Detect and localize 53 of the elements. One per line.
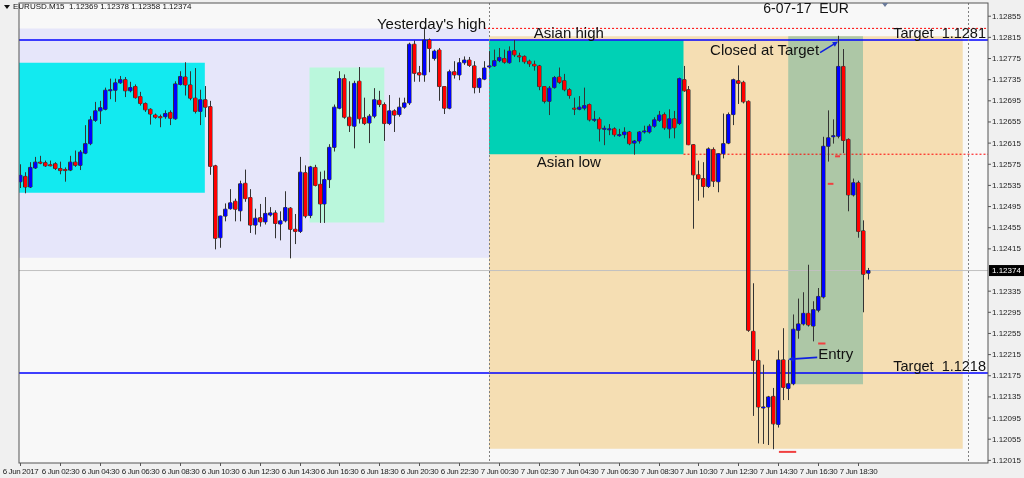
y-tick-label: 1.12815 xyxy=(992,32,1022,42)
y-tick-label: 1.12255 xyxy=(992,328,1022,338)
annotation: Yesterday's high xyxy=(376,15,487,33)
x-tick-label: 6 Jun 06:30 xyxy=(121,467,161,476)
x-tick-label: 7 Jun 00:30 xyxy=(480,467,520,476)
ref-line-label: Target 1.1218 xyxy=(893,358,986,375)
y-tick-label: 1.12455 xyxy=(992,223,1022,233)
x-tick-label: 6 Jun 10:30 xyxy=(201,467,241,476)
y-tick-label: 1.12735 xyxy=(992,75,1022,85)
annotation: Entry xyxy=(818,345,854,363)
x-tick-label: 6 Jun 14:30 xyxy=(281,467,321,476)
x-tick-label: 7 Jun 12:30 xyxy=(719,467,759,476)
x-tick-label: 6 Jun 18:30 xyxy=(360,467,400,476)
annotation: Asian high xyxy=(533,23,604,41)
y-tick-label: 1.12575 xyxy=(992,159,1022,169)
x-tick-label: 7 Jun 10:30 xyxy=(679,467,719,476)
x-tick-label: 6 Jun 22:30 xyxy=(440,467,480,476)
x-tick-label: 7 Jun 06:30 xyxy=(600,467,640,476)
x-tick-label: 6 Jun 02:30 xyxy=(41,467,81,476)
y-tick-label: 1.12215 xyxy=(992,350,1022,360)
x-tick-label: 6 Jun 16:30 xyxy=(320,467,360,476)
x-tick-label: 7 Jun 14:30 xyxy=(759,467,799,476)
annotation: Asian low xyxy=(536,153,602,171)
y-tick-label: 1.12095 xyxy=(992,413,1022,423)
annotation: Closed at Target xyxy=(710,40,820,58)
ref-line-label: 1.12374 xyxy=(992,266,1022,276)
y-tick-label: 1.12175 xyxy=(992,371,1022,381)
x-tick-label: 6 Jun 20:30 xyxy=(400,467,440,476)
x-tick-label: 7 Jun 18:30 xyxy=(839,467,879,476)
x-tick-label: 6 Jun 2017 xyxy=(2,467,40,476)
y-tick-label: 1.12335 xyxy=(992,286,1022,296)
x-tick-label: 7 Jun 16:30 xyxy=(799,467,839,476)
ref-line-label: Target 1.1281 xyxy=(893,25,986,42)
y-tick-label: 1.12415 xyxy=(992,244,1022,254)
x-tick-label: 6 Jun 12:30 xyxy=(241,467,281,476)
x-tick-label: 7 Jun 08:30 xyxy=(640,467,680,476)
y-tick-label: 1.12015 xyxy=(992,455,1022,465)
y-tick-label: 1.12055 xyxy=(992,434,1022,444)
y-tick-label: 1.12855 xyxy=(992,11,1022,21)
chart-title: 6-07-17 EUR xyxy=(763,0,849,16)
x-tick-label: 6 Jun 04:30 xyxy=(81,467,121,476)
x-tick-label: 7 Jun 02:30 xyxy=(520,467,560,476)
y-tick-label: 1.12695 xyxy=(992,96,1022,106)
y-tick-label: 1.12495 xyxy=(992,202,1022,212)
y-tick-label: 1.12775 xyxy=(992,54,1022,64)
y-tick-label: 1.12535 xyxy=(992,180,1022,190)
x-tick-label: 7 Jun 04:30 xyxy=(560,467,600,476)
y-tick-label: 1.12135 xyxy=(992,392,1022,402)
x-tick-label: 6 Jun 08:30 xyxy=(161,467,201,476)
y-tick-label: 1.12295 xyxy=(992,307,1022,317)
chart-subtitle: EURUSD.M15 1.12369 1.12378 1.12358 1.12374 xyxy=(13,2,192,11)
y-tick-label: 1.12615 xyxy=(992,138,1022,148)
y-tick-label: 1.12655 xyxy=(992,117,1022,127)
